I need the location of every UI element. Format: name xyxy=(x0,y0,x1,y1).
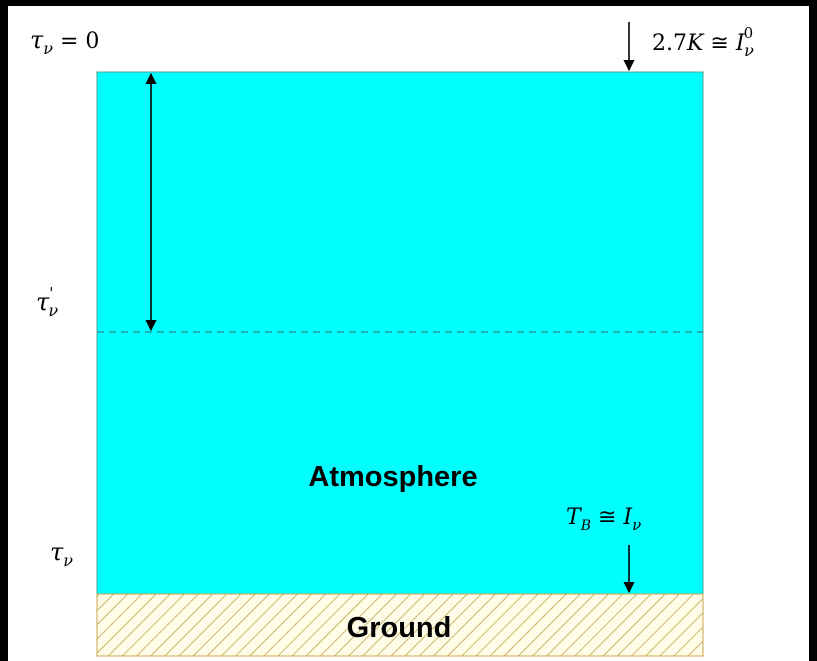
ground-hatch xyxy=(96,593,704,657)
atmosphere-label: Atmosphere xyxy=(308,461,477,493)
ground-label: Ground xyxy=(347,612,452,644)
brightness-temperature-label: TB ≅ Iν xyxy=(566,505,641,534)
tau-bottom-label: τν xyxy=(50,538,73,570)
tau-top-label: τν = 0 xyxy=(30,26,99,58)
tau-prime-label: τ' ν xyxy=(36,284,58,320)
atmosphere-region xyxy=(96,71,704,595)
incoming-radiation-label: 2.7K ≅ I0 ν xyxy=(652,24,754,60)
